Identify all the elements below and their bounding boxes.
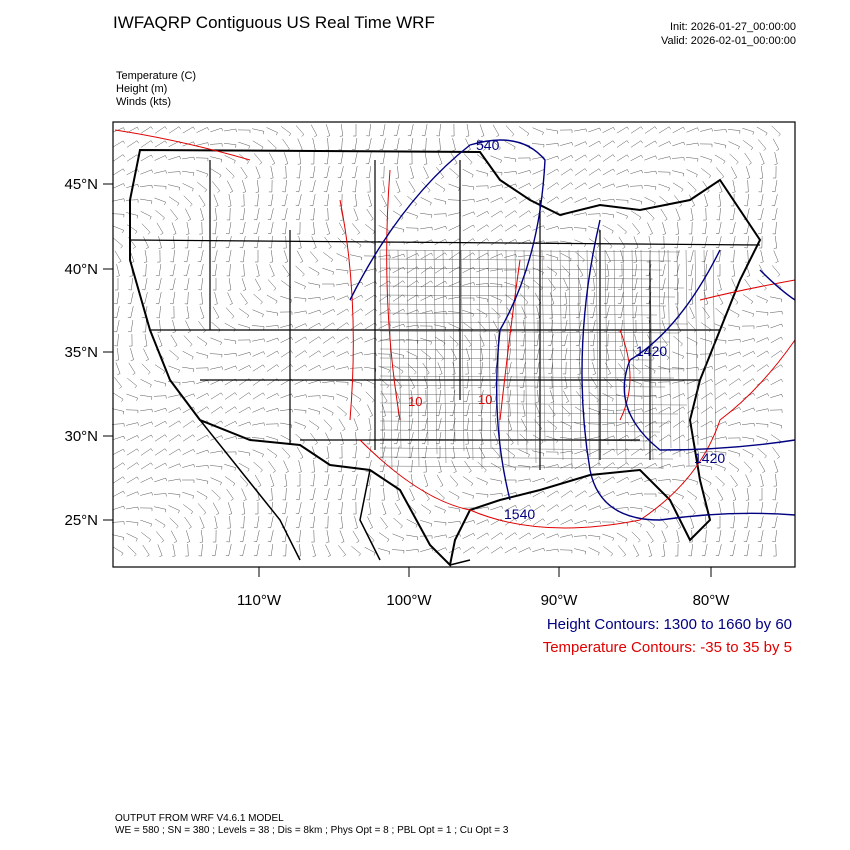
us-outline	[129, 148, 762, 568]
lat-label: 25°N	[64, 512, 98, 529]
height-label: 1420	[636, 343, 667, 359]
lon-axis: 110°W 100°W 90°W 80°W	[237, 567, 730, 609]
temperature-legend: Temperature Contours: -35 to 35 by 5	[543, 639, 792, 656]
wind-barbs	[111, 123, 783, 557]
field-label: Temperature (C)	[116, 70, 196, 82]
init-time: Init: 2026-01-27_00:00:00	[670, 21, 796, 33]
temperature-labels: 10 10	[408, 392, 492, 409]
map-frame	[112, 121, 796, 568]
field-label: Height (m)	[116, 83, 167, 95]
height-labels: 540 1420 1420 1540	[476, 137, 725, 522]
height-contours	[349, 139, 796, 521]
height-legend: Height Contours: 1300 to 1660 by 60	[547, 616, 792, 633]
lat-axis: 45°N 40°N 35°N 30°N 25°N	[64, 176, 113, 529]
model-note: OUTPUT FROM WRF V4.6.1 MODEL	[115, 813, 284, 824]
height-label: 1420	[694, 450, 725, 466]
model-settings: WE = 580 ; SN = 380 ; Levels = 38 ; Dis …	[115, 825, 509, 836]
height-label: 540	[476, 137, 500, 153]
lon-label: 110°W	[237, 592, 282, 609]
lon-label: 80°W	[693, 592, 731, 609]
wind-barb-field	[111, 123, 783, 557]
map-background	[113, 122, 795, 567]
title: IWFAQRP Contiguous US Real Time WRF	[113, 13, 435, 32]
lat-label: 30°N	[64, 428, 98, 445]
lat-label: 45°N	[64, 176, 98, 193]
lat-label: 35°N	[64, 344, 98, 361]
field-label: Winds (kts)	[116, 96, 171, 108]
height-label: 1540	[504, 506, 535, 522]
lat-label: 40°N	[64, 261, 98, 278]
temperature-label: 10	[478, 392, 492, 407]
temperature-contours	[114, 129, 796, 529]
map-area: 540 1420 1420 1540 10 10	[111, 121, 796, 568]
temperature-label: 10	[408, 394, 422, 409]
valid-time: Valid: 2026-02-01_00:00:00	[661, 35, 796, 47]
lon-label: 100°W	[386, 592, 432, 609]
lon-label: 90°W	[541, 592, 579, 609]
mexico-outline	[199, 419, 471, 566]
